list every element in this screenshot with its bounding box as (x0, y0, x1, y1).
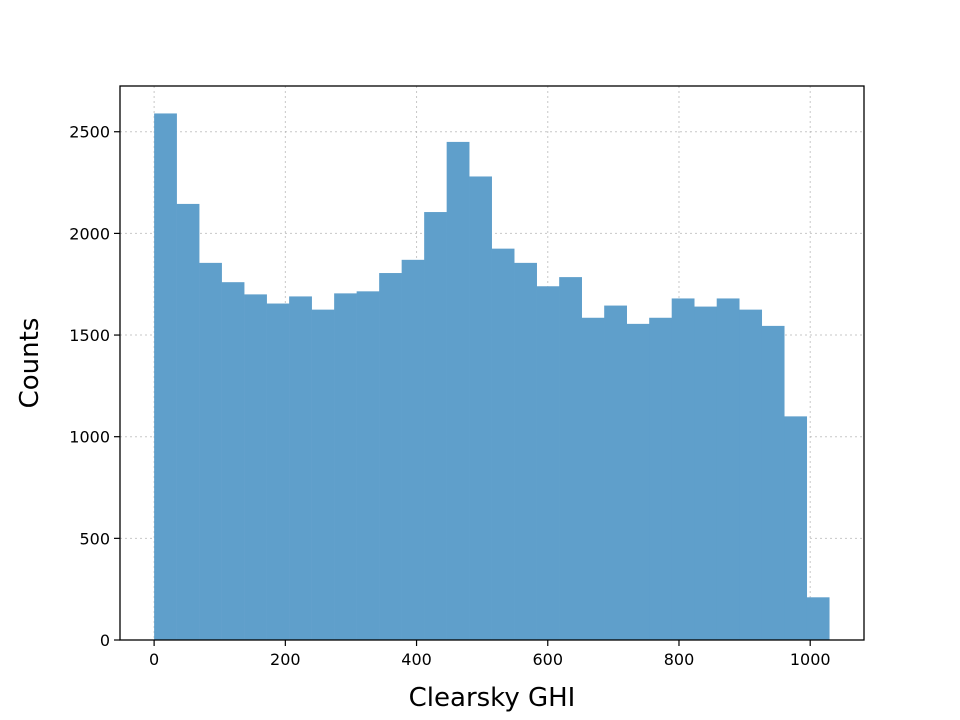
histogram-bar (289, 296, 312, 640)
histogram-bar (626, 323, 650, 640)
x-tick-label: 400 (401, 650, 432, 669)
histogram-bar (559, 277, 582, 640)
histogram-bar (491, 248, 515, 640)
y-tick-label: 1000 (69, 428, 110, 447)
x-tick-label: 200 (270, 650, 301, 669)
histogram-bar (514, 262, 537, 640)
histogram-bar (356, 291, 380, 640)
histogram-bar (694, 306, 718, 640)
histogram-bar (761, 325, 785, 640)
histogram-bar (446, 141, 470, 640)
y-tick-label: 2000 (69, 224, 110, 243)
histogram-bar (176, 203, 200, 641)
histogram-bar (469, 176, 492, 640)
histogram-bar (536, 286, 560, 640)
plot-frame (119, 85, 865, 641)
y-axis-label: Counts (15, 318, 45, 409)
histogram-bar (311, 309, 335, 640)
histogram-bar (671, 298, 695, 640)
y-tick-label: 0 (100, 631, 110, 650)
histogram-bar (649, 317, 673, 640)
histogram-bar (604, 305, 627, 640)
histogram-bar (424, 212, 447, 640)
histogram-bar (784, 416, 808, 640)
histogram-bar (806, 597, 830, 640)
y-tick-label: 2500 (69, 123, 110, 142)
axis-ticks: 0 200 400 600 800 1000 0 500 1000 1500 2000 2500 (69, 123, 830, 669)
histogram-bar (199, 262, 222, 640)
histogram-bar (379, 273, 402, 640)
x-tick-label: 1000 (790, 650, 831, 669)
x-tick-label: 0 (149, 650, 159, 669)
histogram-bar (221, 282, 245, 640)
x-tick-label: 600 (532, 650, 563, 669)
histogram-bar (401, 259, 425, 640)
histogram-bar (154, 113, 177, 641)
histogram-bar (244, 294, 267, 640)
histogram-bar (739, 309, 763, 640)
histogram-bar (581, 317, 605, 640)
histogram-bars (154, 113, 830, 641)
histogram-bar (266, 303, 290, 640)
x-tick-label: 800 (664, 650, 695, 669)
y-tick-label: 500 (79, 529, 110, 548)
histogram-bar (334, 293, 357, 640)
histogram-bar (716, 298, 740, 640)
y-tick-label: 1500 (69, 326, 110, 345)
x-axis-label: Clearsky GHI (409, 683, 576, 713)
